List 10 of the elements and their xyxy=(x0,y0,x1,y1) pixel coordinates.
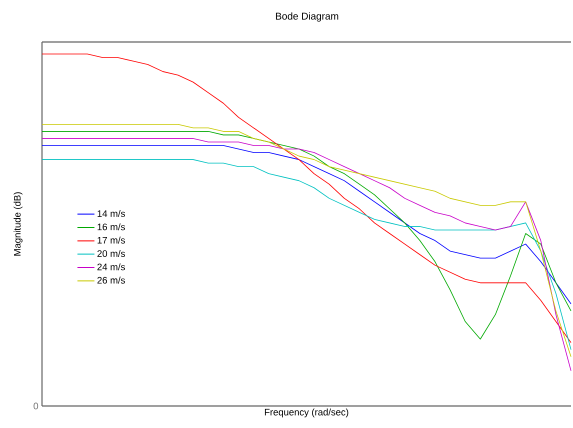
legend-label: 14 m/s xyxy=(98,210,125,217)
x-axis-title: Frequency (rad/sec) xyxy=(264,408,348,418)
chart-title: Bode Diagram xyxy=(276,12,338,22)
legend-label: 16 m/s xyxy=(98,223,125,230)
legend-label: 17 m/s xyxy=(98,236,125,244)
text: 0 xyxy=(34,402,38,410)
legend-label: 26 m/s xyxy=(97,276,125,284)
legend-label: 24 m/s xyxy=(97,263,125,270)
y-axis-title: Magnitude (dB) xyxy=(14,192,22,256)
legend-label: 20 m/s xyxy=(97,250,125,257)
